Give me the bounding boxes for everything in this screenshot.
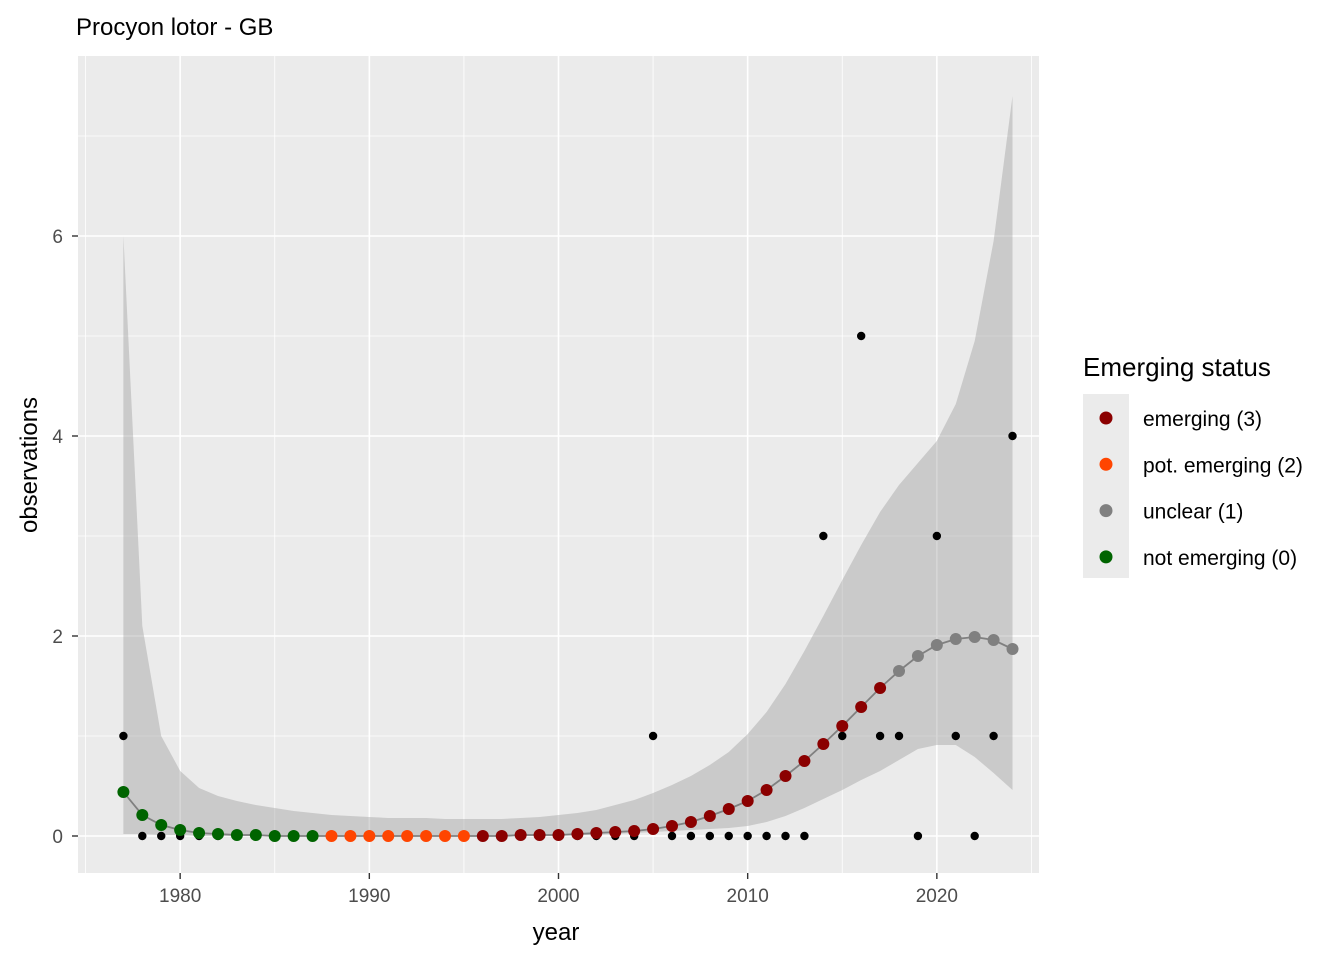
observation-point [705, 831, 715, 841]
fit-point [476, 830, 489, 842]
fit-point [703, 810, 716, 822]
y-tick-label: 4 [52, 427, 63, 448]
fit-point [817, 738, 830, 750]
fit-point [230, 829, 243, 841]
fit-point [306, 830, 319, 842]
legend-key [1099, 550, 1113, 564]
observation-point [157, 831, 166, 841]
fit-point [571, 828, 584, 840]
x-axis: 1980 1990 2000 2010 2020 [159, 873, 958, 907]
legend-label: emerging (3) [1143, 408, 1262, 431]
fit-point [968, 631, 981, 643]
observation-point [856, 331, 866, 341]
legend-label: unclear (1) [1143, 501, 1243, 524]
fit-point [155, 819, 168, 831]
observation-point [970, 831, 979, 841]
legend-key [1099, 457, 1113, 471]
fit-point [382, 830, 395, 842]
fit-point [930, 639, 943, 651]
fit-point [117, 786, 130, 798]
x-tick-label: 2020 [916, 886, 958, 907]
fit-point [211, 828, 224, 840]
fit-point [552, 829, 565, 841]
legend-label: not emerging (0) [1143, 547, 1297, 570]
legend: Emerging status emerging (3) pot. emergin… [1083, 352, 1303, 578]
fit-point [949, 633, 962, 645]
fit-point [344, 830, 357, 842]
observation-point [989, 731, 998, 741]
observation-point [894, 731, 904, 741]
observation-point [667, 831, 677, 841]
observation-point [951, 731, 960, 741]
observation-point [648, 731, 658, 741]
observation-point [838, 731, 847, 741]
fit-point [249, 829, 262, 841]
fit-point [874, 682, 887, 694]
observation-point [138, 831, 147, 841]
fit-point [855, 701, 868, 713]
observation-point [913, 831, 923, 841]
y-tick-label: 2 [52, 627, 63, 648]
fit-point [325, 830, 338, 842]
fit-point [495, 830, 508, 842]
chart-title: Procyon lotor - GB [76, 14, 273, 41]
fit-point [268, 830, 281, 842]
fit-point [798, 755, 811, 767]
fit-point [628, 825, 641, 837]
observation-point [1008, 431, 1017, 441]
fit-point [987, 634, 1000, 646]
fit-point [363, 830, 376, 842]
fit-point [420, 830, 433, 842]
observation-point [119, 731, 128, 741]
fit-point [666, 820, 679, 832]
x-tick-label: 2000 [537, 886, 579, 907]
fit-points [117, 631, 1019, 842]
observation-point [800, 831, 809, 841]
observation-point [762, 831, 771, 841]
fit-point [836, 720, 849, 732]
fit-point [287, 830, 300, 842]
fit-point [722, 803, 735, 815]
fit-point [741, 795, 754, 807]
y-tick-label: 6 [52, 227, 63, 248]
fit-point [136, 809, 149, 821]
observation-point [743, 831, 752, 841]
fit-point [590, 827, 603, 839]
fit-point [684, 816, 697, 828]
fit-point [438, 830, 451, 842]
fit-point [609, 826, 622, 838]
fit-point [174, 824, 187, 836]
observation-point [686, 831, 696, 841]
observation-point [932, 531, 942, 541]
x-tick-label: 2010 [727, 886, 769, 907]
x-axis-title: year [533, 919, 580, 946]
observation-point [724, 831, 733, 841]
fit-point [1006, 643, 1019, 655]
observation-point [781, 831, 790, 841]
legend-key [1099, 504, 1113, 518]
fit-point [457, 830, 470, 842]
x-tick-label: 1990 [348, 886, 390, 907]
y-axis: 0 2 4 6 [52, 227, 78, 848]
legend-label: pot. emerging (2) [1143, 454, 1303, 477]
observation-point [819, 531, 828, 541]
legend-key [1099, 411, 1113, 425]
fit-point [893, 665, 906, 677]
fit-point [533, 829, 546, 841]
fit-point [401, 830, 414, 842]
legend-title: Emerging status [1083, 352, 1271, 382]
x-tick-label: 1980 [159, 886, 201, 907]
y-axis-title: observations [16, 397, 43, 533]
observation-point [875, 731, 885, 741]
fit-point [760, 784, 773, 796]
y-tick-label: 0 [52, 827, 63, 848]
fit-point [779, 770, 792, 782]
legend-key-background [1083, 394, 1129, 578]
fit-point [911, 650, 924, 662]
fit-point [193, 827, 206, 839]
fit-point [647, 823, 660, 835]
fit-point [514, 829, 527, 841]
